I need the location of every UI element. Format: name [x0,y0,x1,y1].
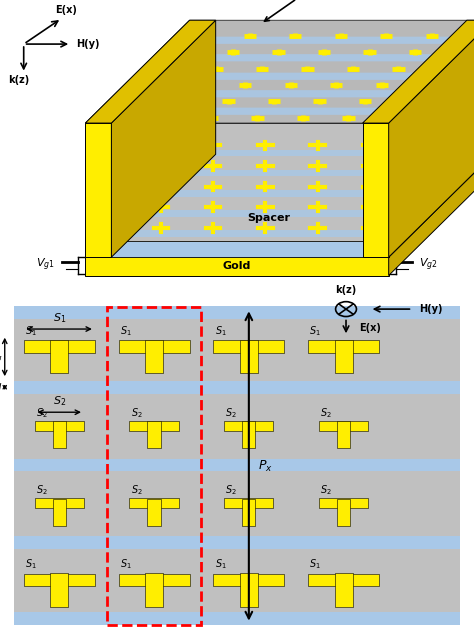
Text: $S_1$: $S_1$ [215,557,226,571]
Text: $S_2$: $S_2$ [131,406,142,420]
Text: Graphene: Graphene [264,0,338,21]
Text: $S_1$: $S_1$ [310,324,321,338]
Polygon shape [129,73,440,80]
Text: $S_1$: $S_1$ [310,557,321,571]
Text: H(y): H(y) [76,39,100,49]
Text: $W_2$: $W_2$ [52,434,67,447]
Text: $S_1$: $S_1$ [120,557,131,571]
Text: $S_2$: $S_2$ [226,483,237,497]
Bar [337,422,350,448]
Bar [242,499,255,526]
Bar [53,499,66,526]
Bar [14,380,460,394]
Bar [224,498,273,509]
Bar [85,210,389,217]
Polygon shape [85,20,474,123]
Text: $V_{g2}$: $V_{g2}$ [419,257,438,272]
Bar [335,339,353,374]
Text: Gold: Gold [223,261,251,271]
Bar [147,422,161,448]
Polygon shape [389,20,474,241]
Bar [145,573,163,607]
Text: $W_1$: $W_1$ [52,357,67,371]
Bar [14,307,460,319]
Polygon shape [389,138,474,257]
Text: $S_2$: $S_2$ [226,406,237,420]
Polygon shape [85,138,474,241]
Text: $S_1$: $S_1$ [25,324,36,338]
Polygon shape [85,123,111,257]
Text: Spacer: Spacer [247,213,290,223]
Polygon shape [389,154,474,276]
Text: $S_1$: $S_1$ [215,324,226,338]
Bar [14,537,460,549]
Bar [50,339,68,374]
Bar [35,498,84,509]
Bar [147,499,161,526]
Bar [308,340,379,353]
Bar [242,422,255,448]
Bar [14,459,460,471]
Text: $S_2$: $S_2$ [320,406,332,420]
Text: $V_{g1}$: $V_{g1}$ [36,257,55,272]
Polygon shape [165,37,474,44]
Text: E(x): E(x) [55,5,77,15]
Bar [129,420,179,430]
Text: $S_2$: $S_2$ [36,483,47,497]
Text: $P_x$: $P_x$ [258,458,273,473]
Bar [213,340,284,353]
Text: $d$: $d$ [0,381,2,393]
Bar [53,422,66,448]
Polygon shape [363,20,474,123]
Polygon shape [85,123,389,241]
Bar [14,612,460,625]
Text: $S_2$: $S_2$ [131,483,142,497]
Text: E(x): E(x) [359,323,381,332]
Bar [24,340,95,353]
Polygon shape [94,107,404,115]
Bar [240,573,258,607]
Text: $W_g$: $W_g$ [0,349,2,364]
Bar [85,190,389,197]
Bar [85,170,389,176]
Bar [118,573,190,586]
Bar [319,498,368,509]
Bar [240,339,258,374]
Polygon shape [111,20,216,257]
Bar [35,420,84,430]
Bar [107,307,201,625]
Polygon shape [85,154,474,257]
Polygon shape [85,241,389,257]
Bar [213,573,284,586]
Bar [145,339,163,374]
Bar [319,420,368,430]
Text: k(z): k(z) [9,75,29,85]
Bar [337,499,350,526]
Bar [85,150,389,156]
Text: $S_2$: $S_2$ [53,394,66,408]
Text: $S_1$: $S_1$ [25,557,36,571]
Polygon shape [389,20,474,257]
Bar [224,420,273,430]
Polygon shape [111,90,422,97]
Bar [50,573,68,607]
Polygon shape [363,123,389,257]
Text: $S_2$: $S_2$ [320,483,332,497]
Text: $S_2$: $S_2$ [36,406,47,420]
Bar [129,498,179,509]
Bar [85,230,389,237]
Bar [308,573,379,586]
Polygon shape [148,54,458,61]
Text: k(z): k(z) [336,285,356,295]
Bar [335,573,353,607]
Text: H(y): H(y) [419,304,443,314]
Text: $S_1$: $S_1$ [53,311,66,325]
Bar [24,573,95,586]
Text: $S_1$: $S_1$ [120,324,131,338]
Polygon shape [85,20,216,123]
Polygon shape [85,257,389,276]
Bar [118,340,190,353]
